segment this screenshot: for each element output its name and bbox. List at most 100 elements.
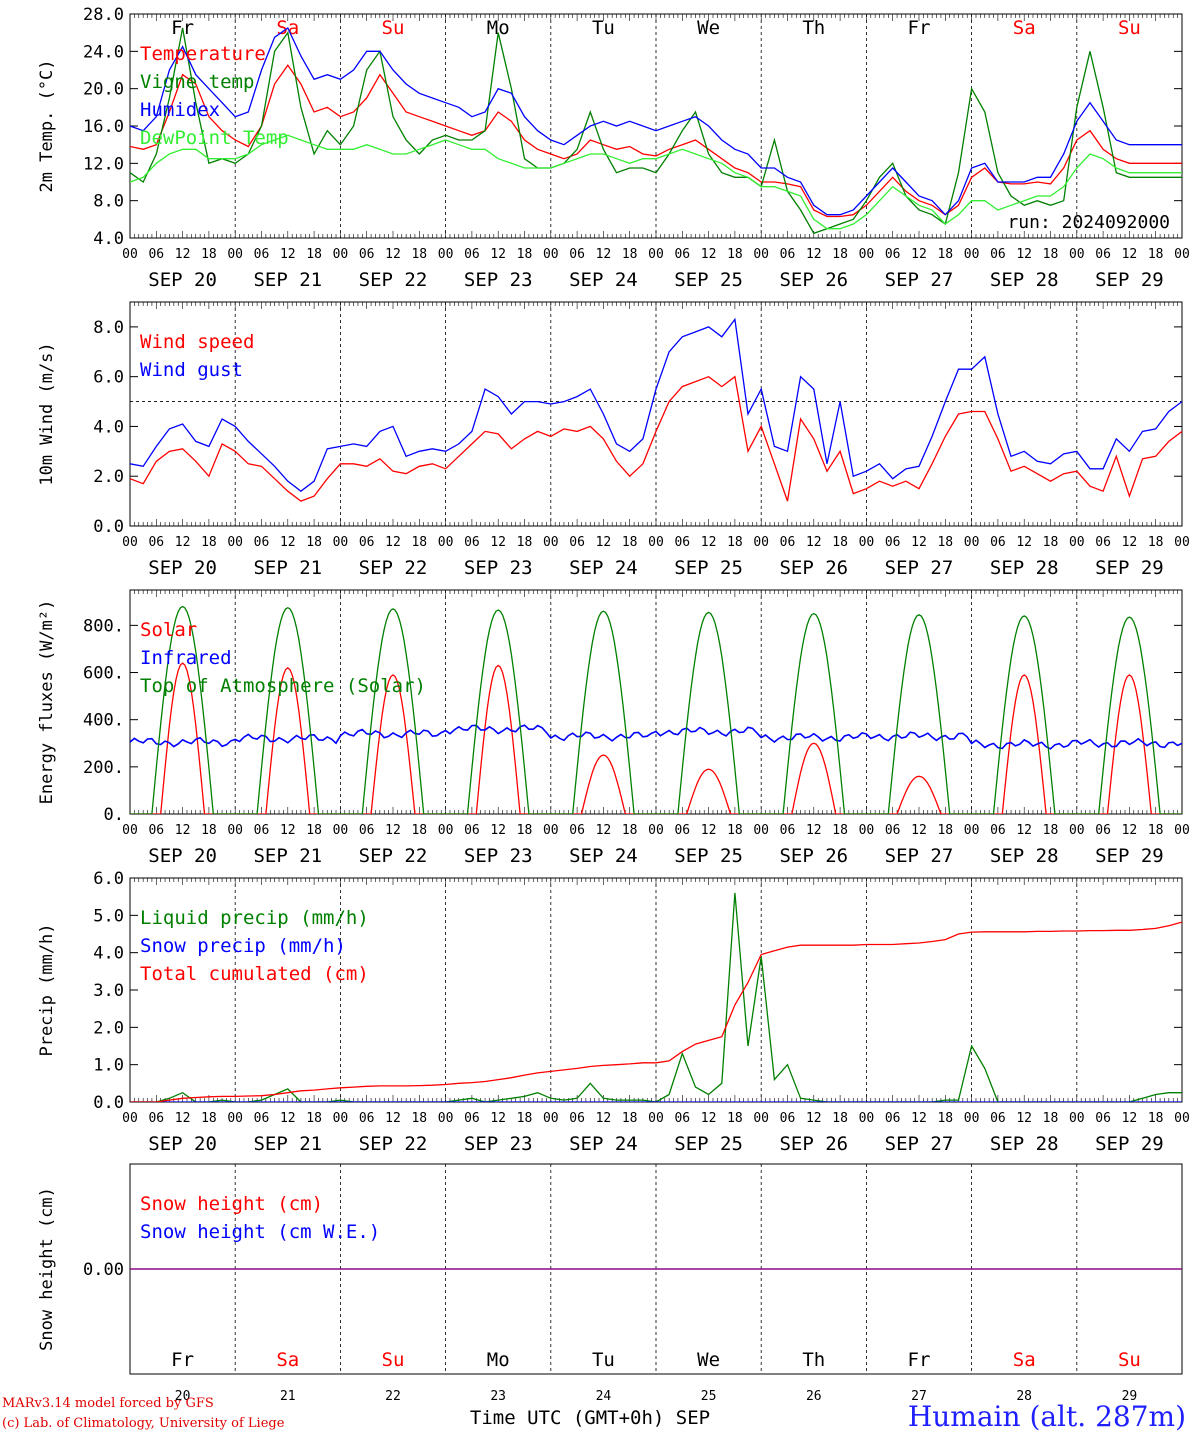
x-hour-label: 00 — [648, 823, 664, 838]
weekday-label: Th — [802, 1349, 825, 1371]
x-hour-label: 00 — [753, 823, 769, 838]
x-hour-label: 06 — [359, 823, 375, 838]
weekday-label: We — [697, 17, 720, 39]
x-hour-label: 18 — [937, 535, 953, 550]
x-date-label: SEP 28 — [990, 557, 1059, 579]
x-hour-label: 12 — [596, 1111, 612, 1126]
x-hour-label: 06 — [885, 247, 901, 262]
x-date-label: SEP 24 — [569, 845, 638, 867]
x-hour-label: 18 — [306, 535, 322, 550]
x-date-label: SEP 27 — [885, 845, 954, 867]
day-number-label: 25 — [701, 1389, 717, 1404]
data-lines — [130, 317, 1182, 502]
x-hour-label: 00 — [648, 247, 664, 262]
weekday-label: Fr — [908, 1349, 931, 1371]
day-number-label: 22 — [385, 1389, 401, 1404]
x-hour-label: 00 — [648, 535, 664, 550]
x-hour-label: 18 — [622, 823, 638, 838]
station-name: Humain (alt. 287m) — [907, 1400, 1186, 1433]
legend-entry: Wind gust — [140, 359, 243, 381]
x-hour-label: 00 — [543, 535, 559, 550]
legend-entry: Top of Atmosphere (Solar) — [140, 675, 426, 697]
x-hour-label: 18 — [306, 823, 322, 838]
x-hour-label: 12 — [701, 535, 717, 550]
y-tick-label: 0.0 — [93, 517, 124, 537]
x-date-label: SEP 27 — [885, 557, 954, 579]
x-hour-label: 12 — [280, 1111, 296, 1126]
x-hour-label: 00 — [648, 1111, 664, 1126]
y-axis-label: Snow height (cm) — [37, 1187, 57, 1351]
x-hour-label: 18 — [727, 535, 743, 550]
x-date-label: SEP 20 — [148, 1133, 217, 1155]
x-hour-label: 06 — [148, 1111, 164, 1126]
data-lines — [130, 605, 1182, 814]
x-hour-label: 06 — [254, 823, 270, 838]
x-date-label: SEP 26 — [779, 845, 848, 867]
y-tick-label: 600. — [83, 664, 124, 684]
x-hour-label: 12 — [1016, 1111, 1032, 1126]
x-hour-label: 12 — [806, 1111, 822, 1126]
x-date-label: SEP 23 — [464, 1133, 533, 1155]
x-hour-label: 06 — [359, 1111, 375, 1126]
x-hour-label: 18 — [306, 1111, 322, 1126]
weekday-label: Su — [382, 1349, 405, 1371]
x-hour-label: 06 — [569, 535, 585, 550]
x-hour-label: 00 — [543, 247, 559, 262]
x-hour-label: 00 — [1174, 535, 1190, 550]
x-date-label: SEP 29 — [1095, 1133, 1164, 1155]
x-hour-label: 12 — [911, 1111, 927, 1126]
x-hour-label: 06 — [990, 247, 1006, 262]
y-tick-label: 800. — [83, 616, 124, 636]
data-lines — [130, 892, 1182, 1102]
weekday-label: Sa — [1013, 1349, 1036, 1371]
x-hour-label: 06 — [990, 535, 1006, 550]
x-date-label: SEP 22 — [359, 845, 428, 867]
x-hour-label: 12 — [490, 823, 506, 838]
y-tick-label: 6.0 — [93, 368, 124, 388]
x-hour-label: 06 — [780, 247, 796, 262]
x-hour-label: 18 — [832, 535, 848, 550]
weekday-label: Th — [802, 17, 825, 39]
x-hour-label: 18 — [727, 1111, 743, 1126]
x-hour-label: 00 — [438, 247, 454, 262]
weekday-label: We — [697, 1349, 720, 1371]
x-date-label: SEP 28 — [990, 845, 1059, 867]
x-hour-label: 06 — [464, 823, 480, 838]
x-hour-label: 12 — [911, 247, 927, 262]
day-number-label: 29 — [1122, 1389, 1138, 1404]
series-line-1 — [130, 724, 1182, 750]
x-hour-label: 00 — [1174, 823, 1190, 838]
weekday-label: Mo — [487, 17, 510, 39]
x-hour-label: 12 — [1122, 535, 1138, 550]
x-hour-label: 12 — [385, 823, 401, 838]
weekday-label: Sa — [1013, 17, 1036, 39]
x-hour-label: 18 — [517, 823, 533, 838]
x-hour-label: 00 — [122, 247, 138, 262]
x-hour-label: 00 — [227, 535, 243, 550]
x-hour-label: 06 — [254, 535, 270, 550]
series-line-3 — [130, 134, 1182, 230]
x-hour-label: 06 — [990, 823, 1006, 838]
x-hour-label: 06 — [885, 823, 901, 838]
x-hour-label: 06 — [1095, 1111, 1111, 1126]
x-hour-label: 06 — [464, 247, 480, 262]
y-tick-label: 0.0 — [93, 1093, 124, 1113]
weekday-label: Su — [1118, 1349, 1141, 1371]
x-hour-label: 12 — [701, 1111, 717, 1126]
x-date-label: SEP 27 — [885, 1133, 954, 1155]
series-line-2 — [130, 921, 1182, 1102]
x-date-label: SEP 26 — [779, 269, 848, 291]
legend-entry: Liquid precip (mm/h) — [140, 907, 369, 929]
x-hour-label: 00 — [438, 1111, 454, 1126]
legend-entry: Humidex — [140, 99, 220, 121]
y-tick-label: 8.0 — [93, 192, 124, 212]
y-tick-label: 400. — [83, 711, 124, 731]
y-tick-label: 2.0 — [93, 1018, 124, 1038]
x-hour-label: 18 — [1148, 247, 1164, 262]
y-tick-label: 4.0 — [93, 417, 124, 437]
x-date-label: SEP 24 — [569, 1133, 638, 1155]
x-date-label: SEP 25 — [674, 557, 743, 579]
x-hour-label: 12 — [490, 1111, 506, 1126]
x-hour-label: 18 — [937, 247, 953, 262]
weekday-label: Mo — [487, 1349, 510, 1371]
